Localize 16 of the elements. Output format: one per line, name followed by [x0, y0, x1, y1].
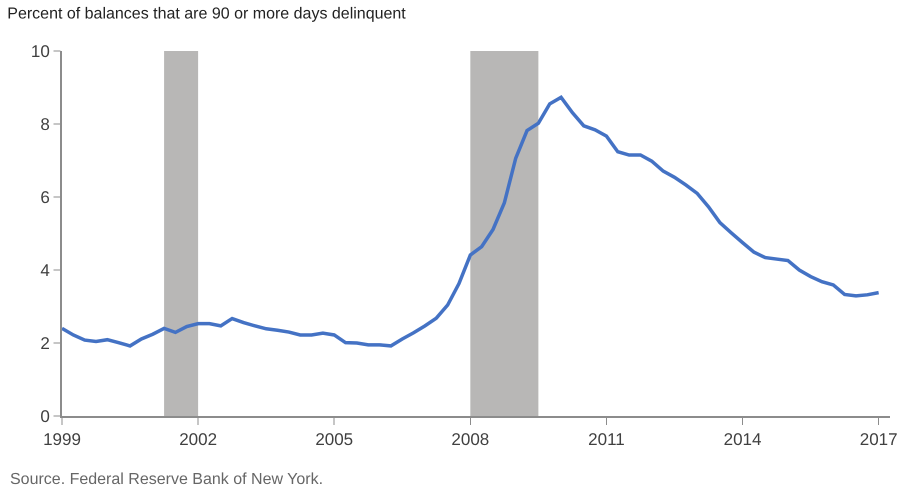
y-tick-label: 10	[30, 42, 50, 61]
y-tick-label: 8	[40, 114, 50, 134]
source-note: Source. Federal Reserve Bank of New York.	[10, 471, 324, 488]
y-tick-label: 4	[40, 260, 50, 280]
x-tick-label: 1999	[43, 430, 81, 450]
x-tick-label: 2017	[860, 430, 898, 450]
line-series	[62, 96, 880, 348]
y-tick-label: 0	[40, 406, 50, 426]
x-tick-label: 2005	[315, 430, 354, 450]
y-tick-label: 2	[40, 334, 50, 353]
y-tick-label: 6	[40, 188, 50, 207]
x-tick-label: 2011	[588, 430, 625, 450]
x-tick-label: 2008	[451, 430, 490, 450]
x-tick-label: 2014	[724, 430, 762, 450]
x-tick-label: 2002	[179, 430, 218, 450]
chart-title: Percent of balances that are 90 or more days delinquent	[7, 6, 406, 23]
